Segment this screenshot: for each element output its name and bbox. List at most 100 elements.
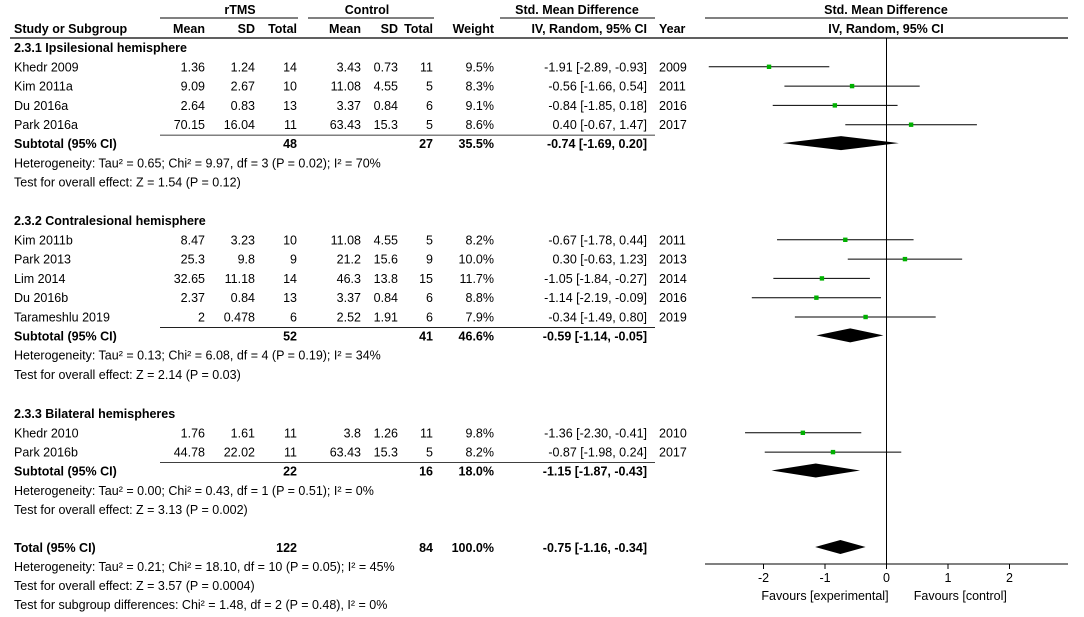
g2-study-4-exp-mean: 2.37 xyxy=(181,291,205,305)
total-heterogeneity: Heterogeneity: Tau² = 0.21; Chi² = 18.10… xyxy=(14,560,395,574)
g2-study-5-exp-sd: 0.478 xyxy=(224,311,255,325)
g1-study-1-ctrl-sd: 0.73 xyxy=(374,60,398,74)
g3-study-2-ci: -0.87 [-1.98, 0.24] xyxy=(548,446,647,460)
g2-study-1-point xyxy=(843,237,848,242)
group-2-title: 2.3.2 Contralesional hemisphere xyxy=(14,214,206,228)
g1-study-1-exp-sd: 1.24 xyxy=(231,60,255,74)
g1-study-4-ci: 0.40 [-0.67, 1.47] xyxy=(552,118,647,132)
total-exp-total: 122 xyxy=(276,541,297,555)
g1-study-4-exp-sd: 16.04 xyxy=(224,118,255,132)
x-tick-label-2: -1 xyxy=(819,571,830,585)
group-3-diamond xyxy=(771,463,861,478)
g3-study-2-year: 2017 xyxy=(659,446,687,460)
g2-study-5-name: Tarameshlu 2019 xyxy=(14,311,110,325)
g3-study-1-name: Khedr 2010 xyxy=(14,426,79,440)
g2-study-5-ctrl-total: 6 xyxy=(426,311,433,325)
g1-study-4-ctrl-sd: 15.3 xyxy=(374,118,398,132)
g2-study-4-ctrl-mean: 3.37 xyxy=(337,291,361,305)
g1-study-4-name: Park 2016a xyxy=(14,118,78,132)
g1-study-3-ctrl-total: 6 xyxy=(426,99,433,113)
g1-study-3-exp-total: 13 xyxy=(283,99,297,113)
g3-study-1-point xyxy=(800,430,806,435)
g2-study-2-exp-sd: 9.8 xyxy=(238,253,255,267)
group-3-subtotal-weight: 18.0% xyxy=(459,465,494,479)
g2-study-5-exp-mean: 2 xyxy=(198,311,205,325)
g1-study-2-year: 2011 xyxy=(659,80,686,94)
g2-study-1-weight: 8.2% xyxy=(466,233,495,247)
header-control: Control xyxy=(345,3,389,17)
g1-study-3-ctrl-mean: 3.37 xyxy=(337,99,361,113)
group-2-diamond xyxy=(816,328,884,343)
g3-study-2-exp-sd: 22.02 xyxy=(224,446,255,460)
g2-study-2-exp-total: 9 xyxy=(290,253,297,267)
col-header-ci: IV, Random, 95% CI xyxy=(531,22,647,36)
g1-study-3-exp-sd: 0.83 xyxy=(231,99,255,113)
g3-study-2-name: Park 2016b xyxy=(14,446,78,460)
group-2-subtotal-label: Subtotal (95% CI) xyxy=(14,329,117,343)
g3-study-1-weight: 9.8% xyxy=(466,426,495,440)
header-plot-title: Std. Mean Difference xyxy=(824,3,948,17)
g2-study-1-exp-total: 10 xyxy=(283,233,297,247)
group-1-subtotal-weight: 35.5% xyxy=(459,137,494,151)
g1-study-2-exp-mean: 9.09 xyxy=(181,80,205,94)
g2-study-3-point xyxy=(819,276,825,281)
g3-study-2-weight: 8.2% xyxy=(466,446,495,460)
g2-study-3-year: 2014 xyxy=(659,272,687,286)
x-tick-label-4: 1 xyxy=(945,571,952,585)
g2-study-3-ctrl-sd: 13.8 xyxy=(374,272,398,286)
col-header-ctrl-sd: SD xyxy=(381,22,398,36)
g1-study-2-ci: -0.56 [-1.66, 0.54] xyxy=(548,80,647,94)
g2-study-5-point xyxy=(863,314,868,320)
g1-study-1-point xyxy=(766,64,772,69)
g1-study-3-name: Du 2016a xyxy=(14,99,68,113)
group-3-subtotal-ci: -1.15 [-1.87, -0.43] xyxy=(543,465,647,479)
col-header-year: Year xyxy=(659,22,686,36)
g2-study-4-name: Du 2016b xyxy=(14,291,68,305)
g3-study-2-point xyxy=(830,449,836,455)
g1-study-1-ctrl-total: 11 xyxy=(420,60,433,74)
group-3-title: 2.3.3 Bilateral hemispheres xyxy=(14,407,175,421)
header-rtms: rTMS xyxy=(224,3,255,17)
group-1-title: 2.3.1 Ipsilesional hemisphere xyxy=(14,41,187,55)
total-diamond xyxy=(815,540,866,554)
x-tick-label-5: 2 xyxy=(1006,571,1013,585)
favours-experimental-label: Favours [experimental] xyxy=(761,589,888,603)
group-2-overall-effect: Test for overall effect: Z = 2.14 (P = 0… xyxy=(14,368,241,382)
g3-study-2-ctrl-sd: 15.3 xyxy=(374,446,398,460)
g1-study-4-exp-total: 11 xyxy=(284,118,297,132)
group-1-diamond xyxy=(782,136,899,151)
total-subgroup-differences: Test for subgroup differences: Chi² = 1.… xyxy=(14,598,387,612)
g1-study-2-weight: 8.3% xyxy=(466,80,495,94)
g1-study-1-ci: -1.91 [-2.89, -0.93] xyxy=(544,60,647,74)
col-header-ctrl-mean: Mean xyxy=(329,22,361,36)
g2-study-3-exp-total: 14 xyxy=(283,272,297,286)
g2-study-4-exp-total: 13 xyxy=(283,291,297,305)
g3-study-1-exp-sd: 1.61 xyxy=(231,426,255,440)
g1-study-1-ctrl-mean: 3.43 xyxy=(337,60,361,74)
g2-study-2-weight: 10.0% xyxy=(459,253,494,267)
g1-study-1-exp-mean: 1.36 xyxy=(181,60,205,74)
g2-study-4-year: 2016 xyxy=(659,291,687,305)
group-3-subtotal-ctrl-total: 16 xyxy=(419,465,433,479)
g1-study-3-exp-mean: 2.64 xyxy=(181,99,205,113)
g1-study-4-year: 2017 xyxy=(659,118,687,132)
g3-study-2-exp-mean: 44.78 xyxy=(174,446,205,460)
g1-study-1-exp-total: 14 xyxy=(283,60,297,74)
group-1-subtotal-ctrl-total: 27 xyxy=(419,137,433,151)
g2-study-1-ci: -0.67 [-1.78, 0.44] xyxy=(548,233,647,247)
g3-study-1-ctrl-total: 11 xyxy=(420,426,433,440)
g2-study-4-ctrl-total: 6 xyxy=(426,291,433,305)
group-2-subtotal-ctrl-total: 41 xyxy=(419,329,433,343)
col-header-exp-total: Total xyxy=(268,22,297,36)
group-1-overall-effect: Test for overall effect: Z = 1.54 (P = 0… xyxy=(14,176,241,190)
x-tick-label-1: -2 xyxy=(758,571,769,585)
g2-study-1-name: Kim 2011b xyxy=(14,233,73,247)
group-2-subtotal-ci: -0.59 [-1.14, -0.05] xyxy=(543,329,647,343)
g2-study-4-weight: 8.8% xyxy=(466,291,495,305)
group-2-subtotal-exp-total: 52 xyxy=(283,329,297,343)
group-1-subtotal-ci: -0.74 [-1.69, 0.20] xyxy=(547,137,647,151)
g3-study-1-exp-total: 11 xyxy=(284,426,297,440)
g2-study-3-name: Lim 2014 xyxy=(14,272,65,286)
group-3-subtotal-label: Subtotal (95% CI) xyxy=(14,465,117,479)
